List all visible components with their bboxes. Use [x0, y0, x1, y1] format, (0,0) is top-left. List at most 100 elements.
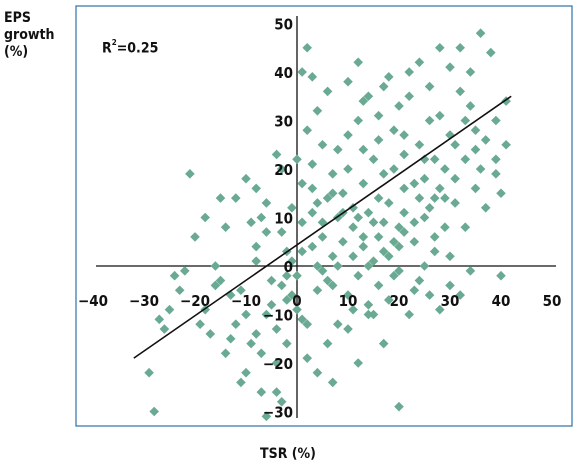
- scatter-point: [358, 96, 369, 106]
- x-axis-label: TSR (%): [260, 446, 316, 462]
- scatter-point: [429, 232, 440, 242]
- scatter-point: [159, 324, 170, 334]
- scatter-point: [475, 164, 486, 174]
- scatter-point: [460, 222, 471, 232]
- scatter-point: [312, 285, 323, 296]
- scatter-point: [465, 67, 476, 77]
- scatter-point: [404, 91, 414, 102]
- x-tick-label: 0: [292, 292, 301, 310]
- scatter-point: [424, 290, 435, 300]
- scatter-point: [409, 178, 420, 189]
- scatter-point: [440, 222, 450, 232]
- scatter-point: [210, 280, 221, 291]
- scatter-point: [373, 193, 384, 203]
- scatter-point: [491, 154, 501, 165]
- scatter-point: [174, 285, 185, 296]
- scatter-point: [353, 270, 363, 281]
- scatter-point: [333, 319, 343, 329]
- scatter-point: [419, 173, 430, 184]
- scatter-point: [414, 275, 425, 286]
- scatter-point: [292, 304, 302, 315]
- scatter-point: [455, 290, 465, 300]
- scatter-point: [169, 270, 180, 281]
- scatter-point: [327, 280, 338, 291]
- y-tick-label: 10: [274, 210, 293, 228]
- scatter-point: [327, 169, 338, 179]
- scatter-point: [368, 217, 379, 228]
- scatter-point: [394, 241, 404, 252]
- scatter-point: [322, 338, 333, 349]
- scatter-point: [271, 324, 282, 334]
- scatter-point: [358, 144, 369, 155]
- scatter-point: [292, 270, 302, 281]
- scatter-point: [287, 203, 297, 213]
- r-squared-annotation: R2=0.25: [102, 38, 159, 57]
- scatter-point: [399, 130, 409, 140]
- scatter-point: [348, 203, 358, 213]
- x-tick-label: −40: [78, 292, 108, 310]
- scatter-point: [384, 72, 394, 82]
- scatter-point: [440, 164, 450, 174]
- scatter-point: [470, 144, 481, 155]
- scatter-point: [465, 101, 476, 111]
- scatter-point: [363, 309, 374, 320]
- scatter-point: [195, 319, 205, 329]
- scatter-point: [414, 139, 425, 150]
- scatter-point: [297, 178, 307, 189]
- scatter-point: [164, 304, 175, 315]
- scatter-point: [261, 411, 272, 422]
- plot-frame: [75, 5, 573, 427]
- scatter-point: [307, 159, 318, 169]
- scatter-point: [200, 304, 210, 315]
- scatter-point: [231, 319, 241, 329]
- scatter-point: [414, 193, 425, 203]
- scatter-point: [480, 135, 491, 145]
- scatter-point: [496, 188, 506, 199]
- scatter-point: [455, 86, 465, 97]
- scatter-point: [343, 290, 353, 300]
- scatter-point: [363, 207, 374, 218]
- scatter-point: [241, 367, 251, 378]
- scatter-point: [282, 338, 292, 349]
- scatter-point: [266, 300, 277, 310]
- scatter-point: [215, 193, 226, 203]
- scatter-point: [429, 154, 440, 165]
- scatter-point: [491, 115, 501, 126]
- scatter-point: [419, 212, 430, 223]
- scatter-point: [384, 295, 394, 305]
- scatter-point: [322, 86, 333, 97]
- scatter-point: [302, 42, 312, 53]
- scatter-point: [363, 300, 374, 310]
- scatter-point: [378, 217, 389, 228]
- scatter-point: [460, 115, 471, 126]
- scatter-point: [271, 358, 282, 368]
- scatter-point: [465, 266, 476, 276]
- scatter-point: [470, 183, 481, 194]
- scatter-point: [424, 81, 435, 92]
- scatter-point: [225, 290, 236, 300]
- scatter-point: [322, 275, 333, 286]
- scatter-point: [338, 236, 348, 247]
- scatter-point: [475, 28, 486, 38]
- scatter-point: [251, 256, 261, 266]
- scatter-point: [292, 154, 302, 165]
- scatter-point: [445, 130, 455, 140]
- scatter-point: [220, 348, 231, 359]
- scatter-point: [246, 217, 256, 228]
- scatter-point: [435, 110, 445, 121]
- scatter-point: [445, 251, 455, 262]
- scatter-point: [149, 406, 159, 417]
- x-tick-label: 40: [492, 292, 511, 310]
- scatter-point: [409, 285, 420, 296]
- scatter-point: [317, 266, 328, 276]
- scatter-point: [394, 266, 404, 276]
- scatter-point: [378, 338, 389, 349]
- scatter-point: [353, 212, 363, 223]
- scatter-point: [261, 198, 272, 208]
- scatter-point: [399, 227, 409, 237]
- scatter-point: [236, 285, 246, 296]
- scatter-point: [302, 319, 312, 329]
- scatter-point: [358, 241, 369, 252]
- scatter-point: [200, 212, 210, 223]
- scatter-point: [455, 42, 465, 53]
